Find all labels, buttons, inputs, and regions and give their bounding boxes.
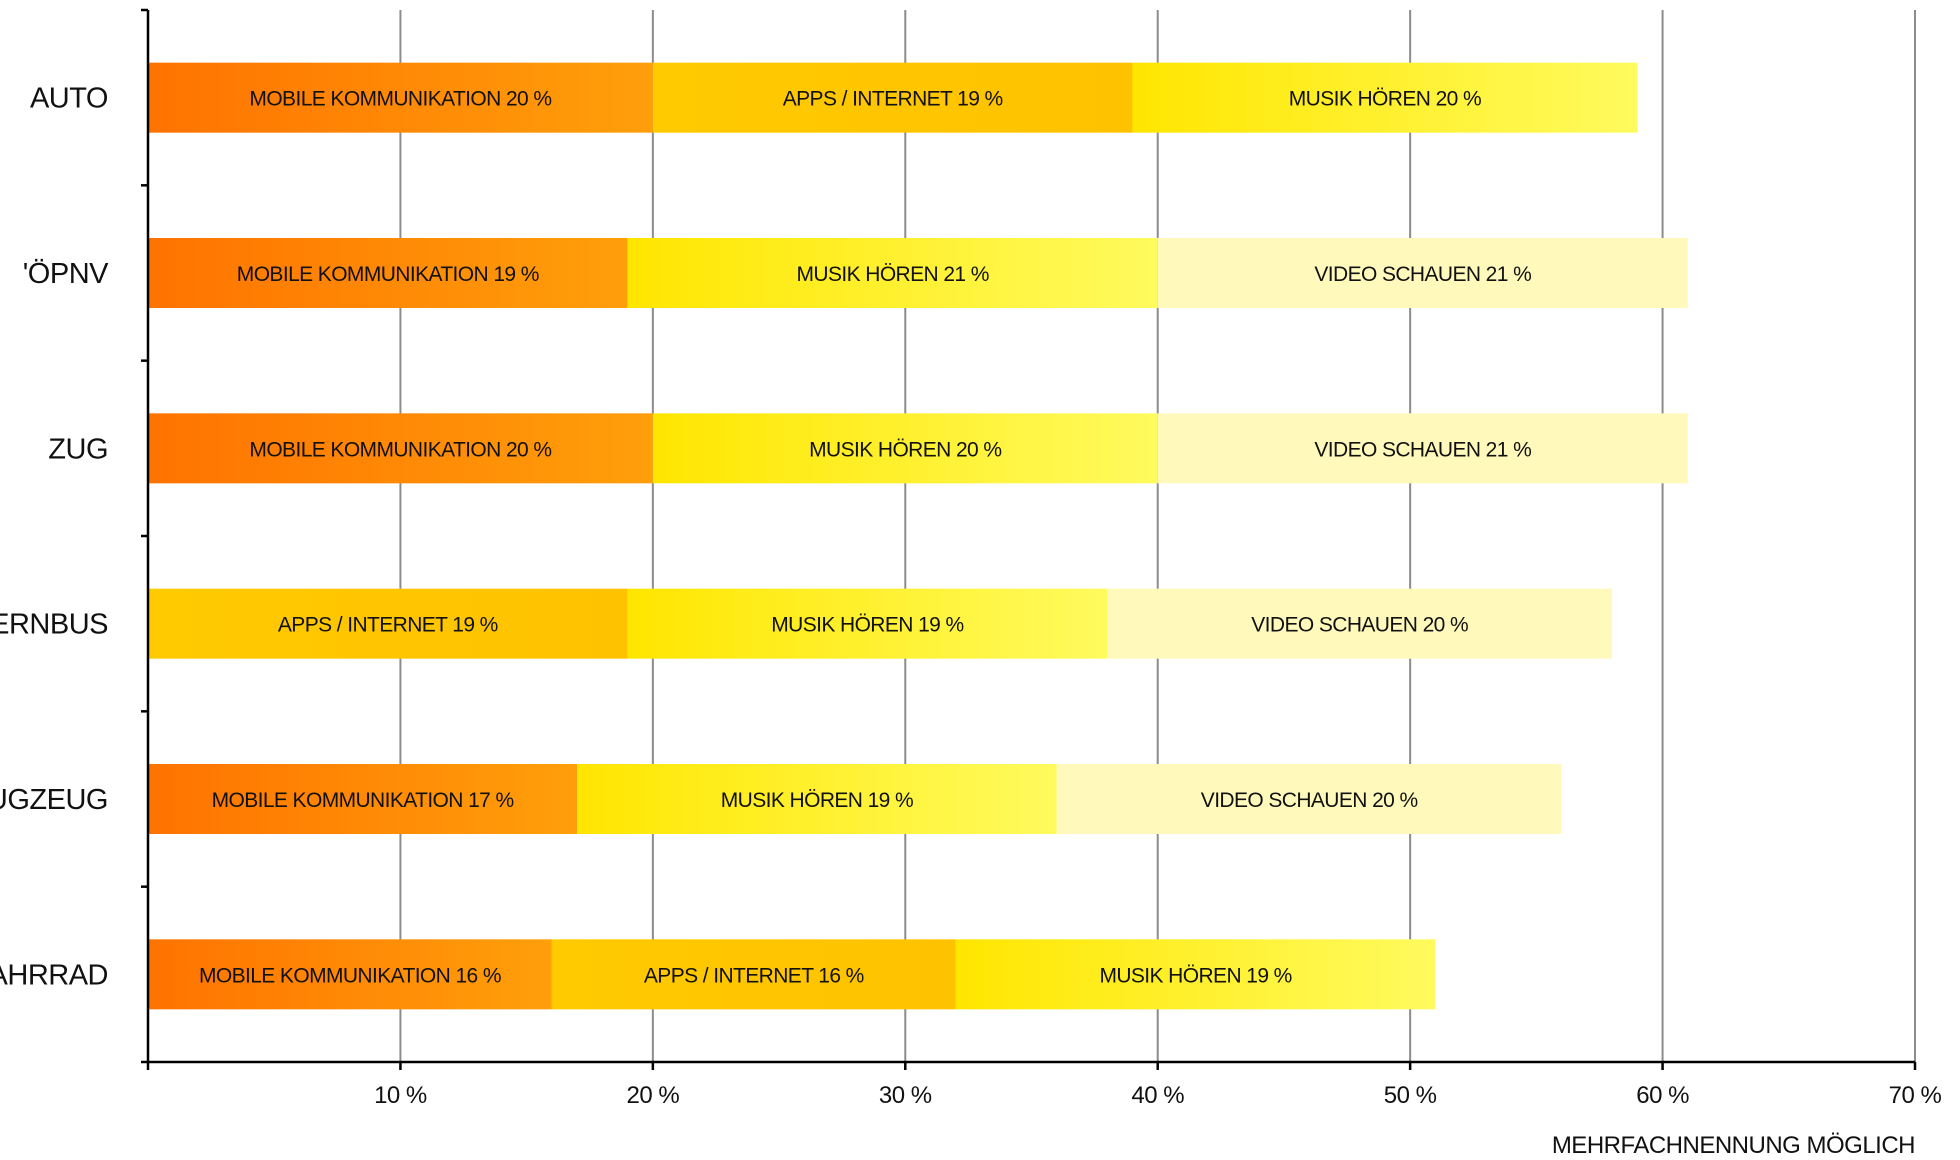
x-tick-label: 60 % [1636,1082,1689,1109]
segment-label: MUSIK HÖREN 19 % [771,614,963,637]
grid-lines [400,10,1915,1062]
segment-label: MUSIK HÖREN 20 % [1289,88,1481,111]
segment-label: VIDEO SCHAUEN 21 % [1314,263,1531,286]
x-tick-label: 40 % [1131,1082,1184,1109]
category-label: FLUGZEUG [0,784,108,816]
segment-label: APPS / INTERNET 19 % [278,614,498,637]
segment-label: MUSIK HÖREN 19 % [721,789,913,812]
segment-label: APPS / INTERNET 19 % [783,88,1003,111]
bars [148,63,1688,1010]
segment-label: MUSIK HÖREN 21 % [797,263,989,286]
x-tick-label: 10 % [374,1082,427,1109]
category-label: ZUG [48,433,108,465]
x-tick-label: 20 % [627,1082,680,1109]
category-label: 'ÖPNV [23,258,109,290]
segment-label: MOBILE KOMMUNIKATION 16 % [199,964,501,987]
axes [141,10,1915,1070]
segment-label: APPS / INTERNET 16 % [644,964,864,987]
segment-label: MUSIK HÖREN 20 % [809,438,1001,461]
x-tick-label: 50 % [1384,1082,1437,1109]
segment-label: MUSIK HÖREN 19 % [1099,964,1291,987]
segment-label: VIDEO SCHAUEN 20 % [1251,614,1468,637]
x-tick-label: 30 % [879,1082,932,1109]
segment-label: MOBILE KOMMUNIKATION 20 % [249,438,551,461]
segment-label: VIDEO SCHAUEN 20 % [1201,789,1418,812]
footnote: MEHRFACHNENNUNG MÖGLICH [1552,1132,1915,1159]
category-label: AUTO [30,83,108,115]
category-label: FERNBUS [0,609,108,641]
category-label: FAHRRAD [0,959,108,991]
segment-label: MOBILE KOMMUNIKATION 20 % [249,88,551,111]
segment-label: MOBILE KOMMUNIKATION 19 % [237,263,539,286]
segment-label: MOBILE KOMMUNIKATION 17 % [212,789,514,812]
segment-label: VIDEO SCHAUEN 21 % [1314,438,1531,461]
x-tick-label: 70 % [1889,1082,1942,1109]
